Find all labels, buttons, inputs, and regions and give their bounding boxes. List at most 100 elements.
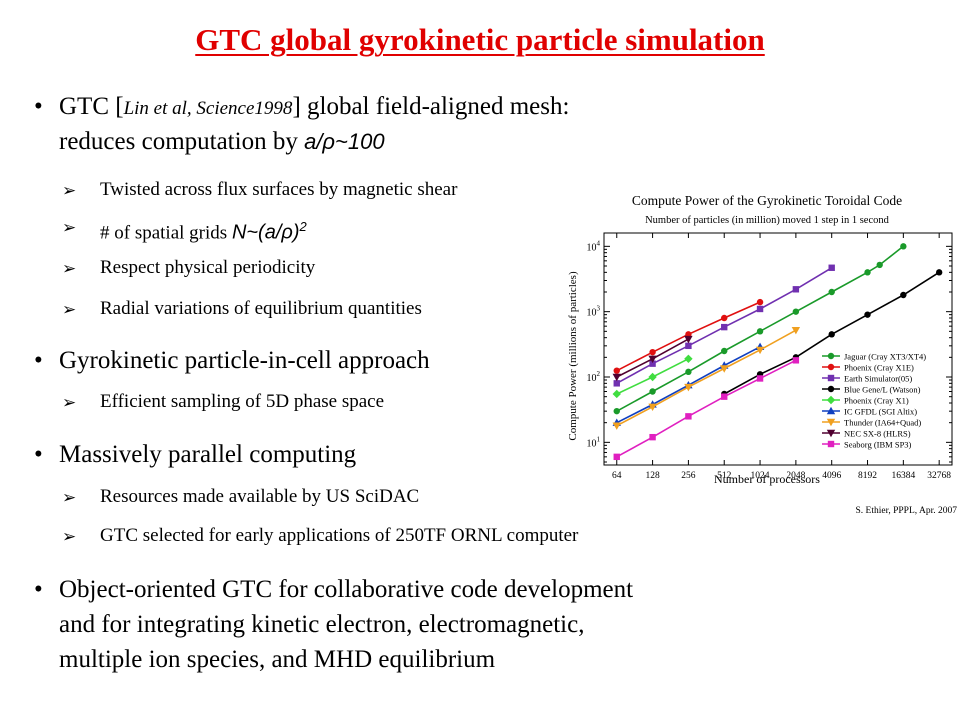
data-point [684,383,693,392]
arrow-icon: ➢ [62,527,77,547]
data-point [828,264,835,271]
bullet-text: multiple ion species, and MHD equilibriu… [59,646,496,673]
data-point [684,335,693,344]
x-tick-label: 512 [717,471,732,481]
x-tick-label: 1024 [751,471,770,481]
y-tick-label: 101 [587,435,601,449]
bullet-text: Gyrokinetic particle-in-cell approach [59,347,430,374]
data-point [828,331,835,338]
data-point [613,407,620,415]
y-tick-label: 102 [587,370,601,384]
plot-frame [603,232,953,466]
data-point [756,375,764,382]
legend-label: Phoenix (Cray X1) [844,396,909,406]
data-point [721,323,728,331]
data-point [648,372,657,382]
data-point [720,365,729,373]
data-point [756,298,764,306]
chart-title: Compute Power of the Gyrokinetic Toroida… [632,193,902,208]
data-point [864,311,871,318]
y-tick-label: 104 [587,239,601,253]
data-point [900,291,907,299]
sub-bullet-text: Twisted across flux surfaces by magnetic… [100,179,458,200]
legend-label: Phoenix (Cray X1E) [844,363,914,373]
compute-power-chart: Compute Power of the Gyrokinetic Toroida… [552,183,960,523]
data-point [613,367,620,374]
legend-label: Jaguar (Cray XT3/XT4) [844,352,926,362]
data-point [649,348,656,356]
arrow-icon: ➢ [62,488,77,508]
arrow-icon: ➢ [62,218,77,238]
x-tick-label: 2048 [786,471,805,481]
x-tick-label: 8192 [858,471,877,481]
data-point [792,357,800,364]
bullet-text-line2: reduces computation by [59,128,305,155]
data-point [756,305,764,313]
legend-label: Earth Simulator(05) [844,374,912,384]
legend-label: Thunder (IA64+Quad) [844,418,921,428]
sub-bullet-text: GTC selected for early applications of 2… [100,525,579,546]
x-tick-label: 64 [612,471,622,481]
data-point [876,261,883,269]
data-point [613,380,620,387]
bullet-dot: • [34,93,43,120]
x-tick-label: 4096 [822,471,841,481]
chart-y-label: Compute Power (millions of particles) [567,271,579,441]
legend-marker [826,429,836,438]
legend-marker [827,363,835,371]
data-point [648,403,657,411]
bullet-text-cont: ] global field-aligned mesh: [292,93,570,120]
x-tick-label: 32768 [927,471,951,481]
ratio-math: a/ρ~100 [304,129,385,154]
legend-label: Seaborg (IBM SP3) [844,440,912,450]
data-point [721,347,728,355]
bullet-text: and for integrating kinetic electron, el… [59,611,585,638]
data-point [791,327,801,335]
data-point [864,269,871,276]
bullet-text: Massively parallel computing [59,441,357,468]
grids-math: N~(a/ρ) [231,221,300,244]
data-point [648,355,657,363]
arrow-icon: ➢ [62,181,77,201]
sub-bullet-text: Respect physical periodicity [100,257,316,278]
legend-marker [826,406,836,415]
sub-bullet-text: # of spatial grids [100,222,232,244]
data-point [649,388,656,395]
legend-marker [827,374,835,382]
x-tick-label: 256 [681,471,696,481]
data-point [612,422,621,430]
data-point [756,328,764,335]
arrow-icon: ➢ [62,393,77,413]
legend-marker [827,440,835,448]
grids-exponent: 2 [299,219,307,234]
series-line [616,359,797,458]
sub-bullet-text: Efficient sampling of 5D phase space [100,391,385,412]
data-point [900,243,907,250]
data-point [828,288,835,296]
data-point [612,389,621,399]
bullet-text: GTC [ [59,93,124,120]
data-point [613,453,620,461]
bullet-text: Object-oriented GTC for collaborative co… [59,576,634,603]
data-point [685,413,692,420]
bullet-dot: • [34,441,43,468]
legend-label: NEC SX-8 (HLRS) [844,429,911,439]
chart-x-label: Number of processors [714,472,820,486]
data-point [649,360,656,367]
arrow-icon: ➢ [62,259,77,279]
data-point [792,308,800,315]
x-tick-label: 128 [645,471,660,481]
series-line [616,329,797,427]
y-tick-label: 103 [587,305,601,319]
citation: Lin et al, Science1998 [123,98,293,119]
arrow-icon: ➢ [62,300,77,320]
data-point [684,354,693,363]
x-tick-label: 16384 [891,471,915,481]
legend-marker [827,385,835,393]
data-point [792,286,800,293]
legend-label: IC GFDL (SGI Altix) [844,407,917,417]
data-point [649,433,656,441]
series-line [616,245,904,412]
slide-title: GTC global gyrokinetic particle simulati… [195,22,765,57]
data-point [721,314,728,322]
